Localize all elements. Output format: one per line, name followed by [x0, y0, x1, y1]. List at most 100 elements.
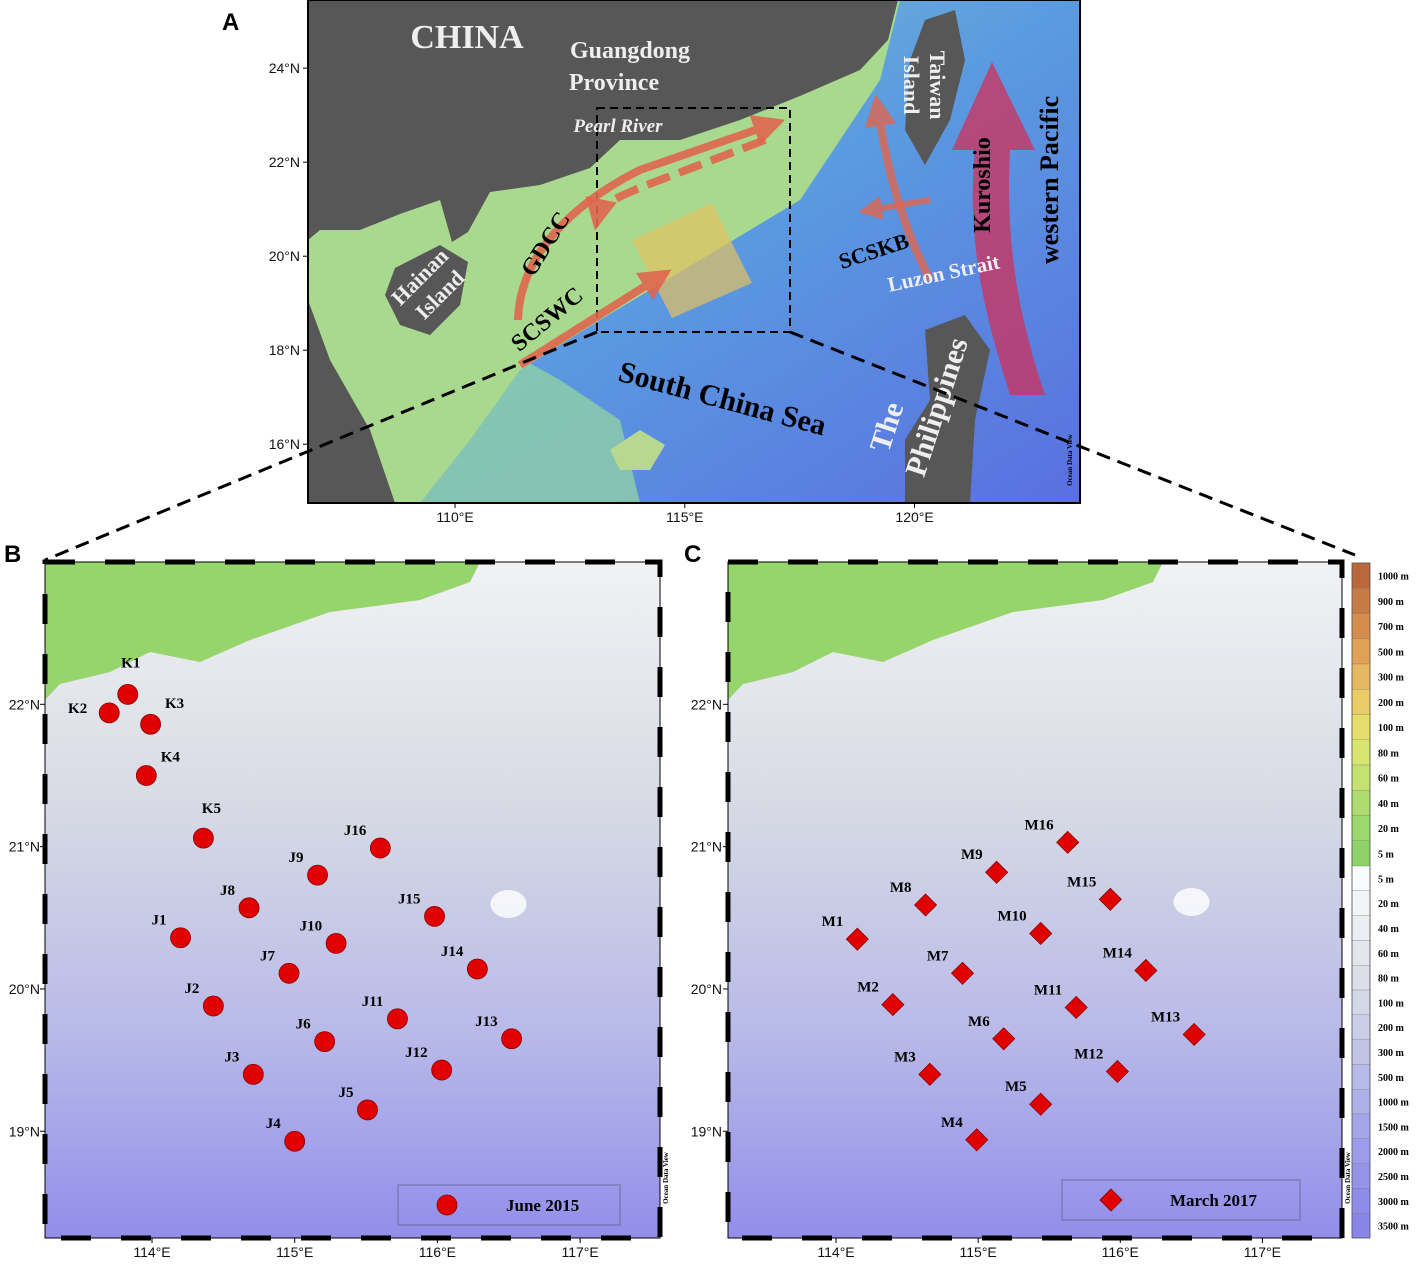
station-marker [466, 958, 488, 980]
legend-marker [1099, 1188, 1123, 1212]
station-label: M9 [961, 847, 983, 863]
panel-label: C [684, 541, 701, 568]
station-marker [1056, 830, 1080, 854]
station-marker [192, 827, 214, 849]
colorbar-swatch [1351, 714, 1371, 740]
colorbar-label: 80 m [1378, 748, 1400, 759]
connector [44, 330, 598, 562]
y-tick-label: 22°N [9, 696, 40, 712]
map-label: western Pacific [1035, 96, 1064, 264]
panel-label: A [222, 9, 239, 36]
station-label: M8 [890, 880, 912, 896]
station-label: M13 [1151, 1009, 1180, 1025]
colorbar-swatch [1351, 890, 1371, 916]
map-label: Pearl River [572, 116, 663, 137]
station-marker [140, 713, 161, 735]
station-marker [314, 1031, 336, 1053]
colorbar-swatch [1351, 989, 1371, 1015]
y-tick-label: 19°N [9, 1123, 40, 1139]
station-label: J4 [266, 1116, 282, 1132]
station-label: M1 [822, 914, 844, 930]
station-label: J1 [152, 913, 167, 929]
colorbar-swatch [1351, 613, 1371, 639]
y-tick-label: 21°N [9, 839, 40, 855]
station-label: J3 [224, 1049, 239, 1065]
colorbar-swatch [1351, 790, 1371, 816]
land [308, 300, 395, 503]
colorbar-frame [1351, 562, 1371, 1239]
colorbar-swatch [1351, 840, 1371, 867]
colorbar-swatch [1351, 588, 1371, 614]
colorbar-label: 20 m [1378, 899, 1400, 910]
station-marker [1029, 921, 1053, 946]
colorbar-label: 500 m [1378, 647, 1405, 658]
station-marker [913, 893, 938, 917]
colorbar-label: 1500 m [1378, 1122, 1410, 1133]
station-label: J5 [338, 1085, 353, 1101]
current-arrow [585, 136, 767, 231]
station-label: M16 [1025, 817, 1055, 833]
colorbar-swatch [1351, 689, 1371, 715]
station-label: K3 [165, 696, 184, 712]
y-tick-label: 20°N [9, 981, 40, 997]
station-label: J13 [475, 1014, 498, 1030]
colorbar-label: 40 m [1378, 799, 1400, 810]
colorbar-swatch [1351, 915, 1371, 941]
colorbar-label: 40 m [1378, 924, 1400, 935]
station-label: J11 [362, 994, 384, 1010]
station-label: J9 [289, 850, 304, 866]
station-label: J12 [405, 1045, 428, 1061]
panel-a-map: A CHINA Guangdong Province Pearl River T… [222, 0, 1081, 504]
colorbar-swatch [1351, 865, 1371, 891]
station-label: J15 [398, 891, 421, 907]
station-label: J8 [220, 883, 235, 899]
colorbar-label: 5 m [1378, 849, 1395, 860]
colorbar-label: 100 m [1378, 723, 1405, 734]
x-tick-label: 115°E [666, 509, 703, 525]
legend-marker [436, 1194, 458, 1216]
land [728, 562, 1163, 700]
colorbar-label: 700 m [1378, 622, 1405, 633]
x-tick-label: 114°E [817, 1244, 854, 1260]
station-label: M5 [1005, 1079, 1027, 1095]
station-marker [1029, 1092, 1053, 1116]
station-marker [431, 1059, 453, 1081]
map-label: Island [899, 56, 924, 115]
station-marker [170, 927, 191, 949]
colorbar-swatch [1351, 1138, 1371, 1164]
land [905, 315, 990, 503]
station-label: M3 [894, 1049, 916, 1065]
x-tick-label: 117°E [561, 1244, 598, 1260]
colorbar-swatch [1351, 1014, 1371, 1040]
current-arrow [864, 94, 934, 282]
colorbar-label: 2500 m [1378, 1172, 1410, 1183]
x-tick-label: 114°E [133, 1244, 170, 1260]
colorbar-label: 300 m [1378, 1048, 1405, 1059]
station-label: K5 [202, 801, 221, 817]
y-tick-label: 18°N [269, 342, 300, 358]
land [308, 0, 898, 242]
y-tick-label: 19°N [691, 1123, 722, 1139]
station-label: K2 [68, 701, 87, 717]
x-tick-label: 120°E [895, 509, 933, 525]
station-label: M2 [857, 980, 879, 996]
colorbar-swatch [1351, 1163, 1371, 1189]
station-marker [918, 1062, 942, 1086]
station-label: M15 [1067, 874, 1096, 890]
station-marker [965, 1128, 989, 1152]
station-marker [985, 860, 1009, 884]
current-arrow [517, 269, 672, 369]
watermark: Ocean Data View [662, 1151, 670, 1204]
colorbar-label: 300 m [1378, 673, 1405, 684]
station-label: M6 [968, 1014, 990, 1030]
station-marker [117, 683, 139, 705]
colorbar-swatch [1351, 940, 1371, 966]
colorbar-swatch [1351, 965, 1371, 991]
y-tick-label: 22°N [691, 696, 722, 712]
land [385, 245, 468, 335]
colorbar-label: 1000 m [1378, 1098, 1410, 1109]
station-label: J14 [441, 944, 464, 960]
colorbar-swatch [1351, 1213, 1371, 1239]
station-label: M7 [927, 948, 949, 964]
